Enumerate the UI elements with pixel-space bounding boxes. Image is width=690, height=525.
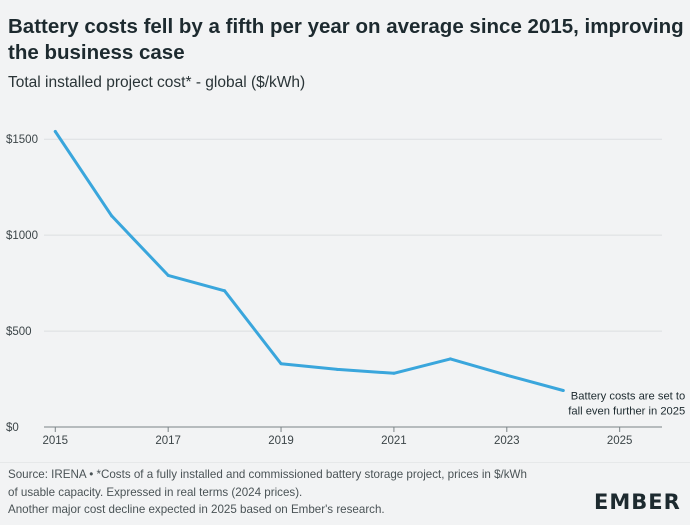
footer-divider xyxy=(0,462,690,463)
x-tick-label: 2019 xyxy=(268,435,294,447)
data-point xyxy=(166,273,170,277)
x-tick-label: 2025 xyxy=(607,435,633,447)
data-point xyxy=(561,389,565,393)
annotation-line-2: fall even further in 2025 xyxy=(568,406,685,418)
y-tick-label: $1500 xyxy=(6,134,38,146)
data-point xyxy=(110,214,114,218)
source-footnote: Source: IRENA • *Costs of a fully instal… xyxy=(8,466,568,519)
chart-subtitle: Total installed project cost* - global (… xyxy=(8,74,306,91)
footnote-line-3: Another major cost decline expected in 2… xyxy=(8,503,385,517)
data-point xyxy=(335,367,339,371)
data-point xyxy=(505,373,509,377)
chart-title: Battery costs fell by a fifth per year o… xyxy=(8,15,684,64)
data-point xyxy=(53,130,57,134)
y-tick-label: $1000 xyxy=(6,230,38,242)
annotation-line-1: Battery costs are set to xyxy=(571,391,685,403)
series-line xyxy=(53,130,565,392)
x-tick-label: 2023 xyxy=(494,435,520,447)
ember-logo: EMBER xyxy=(594,490,681,514)
x-tick-label: 2017 xyxy=(155,435,181,447)
data-point xyxy=(279,362,283,366)
data-point xyxy=(223,289,227,293)
x-tick-label: 2015 xyxy=(42,435,68,447)
footnote-line-1: Source: IRENA • *Costs of a fully instal… xyxy=(8,468,527,481)
footnote-line-2: of usable capacity. Expressed in real te… xyxy=(8,485,303,499)
data-point xyxy=(448,357,452,361)
data-point xyxy=(392,371,396,375)
y-tick-label: $500 xyxy=(6,326,32,338)
y-tick-label: $0 xyxy=(6,422,19,434)
x-tick-label: 2021 xyxy=(381,435,407,447)
